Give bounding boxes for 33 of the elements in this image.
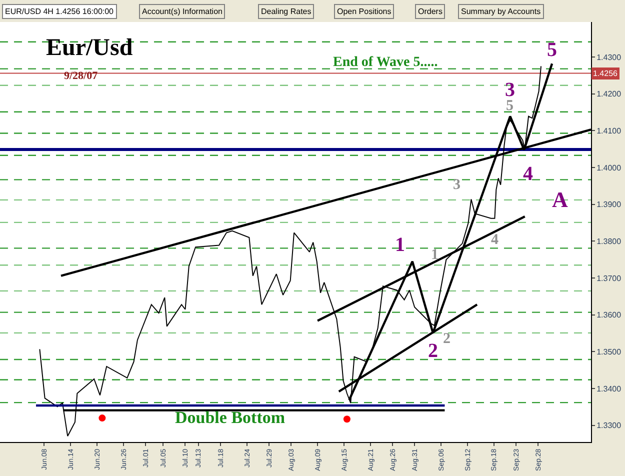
annotation: 4 — [491, 232, 499, 248]
annotation: 2 — [428, 340, 438, 362]
text: 9/28/07 — [64, 70, 98, 82]
y-tick-label: 1.3500 — [596, 348, 622, 357]
annotation: 1 — [395, 234, 405, 256]
text: Open Positions — [337, 7, 392, 16]
text: Dealing Rates — [261, 7, 312, 16]
annotation: 5 — [506, 98, 514, 114]
annotation: A — [552, 187, 568, 212]
annotation: End of Wave 5..... — [333, 55, 438, 70]
annotation: 3 — [505, 79, 515, 101]
text: Eur/Usd — [46, 35, 134, 61]
annotation: 2 — [443, 331, 450, 347]
annotation: 4 — [523, 163, 533, 185]
y-tick-label: 1.4300 — [596, 52, 622, 62]
annotation: 1 — [431, 247, 438, 263]
text: EUR/USD 4H 1.4256 16:00:00 — [5, 7, 114, 16]
y-tick-label: 1.3300 — [596, 421, 622, 430]
annotation: 3 — [453, 177, 460, 193]
text: Summary by Accounts — [461, 7, 541, 16]
y-tick-label: 1.3800 — [596, 237, 622, 246]
y-tick-label: 1.4200 — [596, 90, 622, 99]
annotation: 5 — [547, 39, 557, 61]
text: Account(s) Information — [142, 7, 222, 16]
y-tick-label: 1.3600 — [596, 310, 622, 320]
y-tick-label: 1.3700 — [596, 274, 622, 283]
y-tick-label: 1.3400 — [596, 384, 622, 394]
ref-line-label: 1.4256 — [593, 69, 618, 78]
y-tick-label: 1.3900 — [596, 200, 622, 210]
text: Orders — [418, 7, 442, 16]
y-tick-label: 1.4000 — [596, 163, 622, 172]
annotation: Double Bottom — [175, 408, 286, 427]
y-tick-label: 1.4100 — [596, 126, 622, 136]
